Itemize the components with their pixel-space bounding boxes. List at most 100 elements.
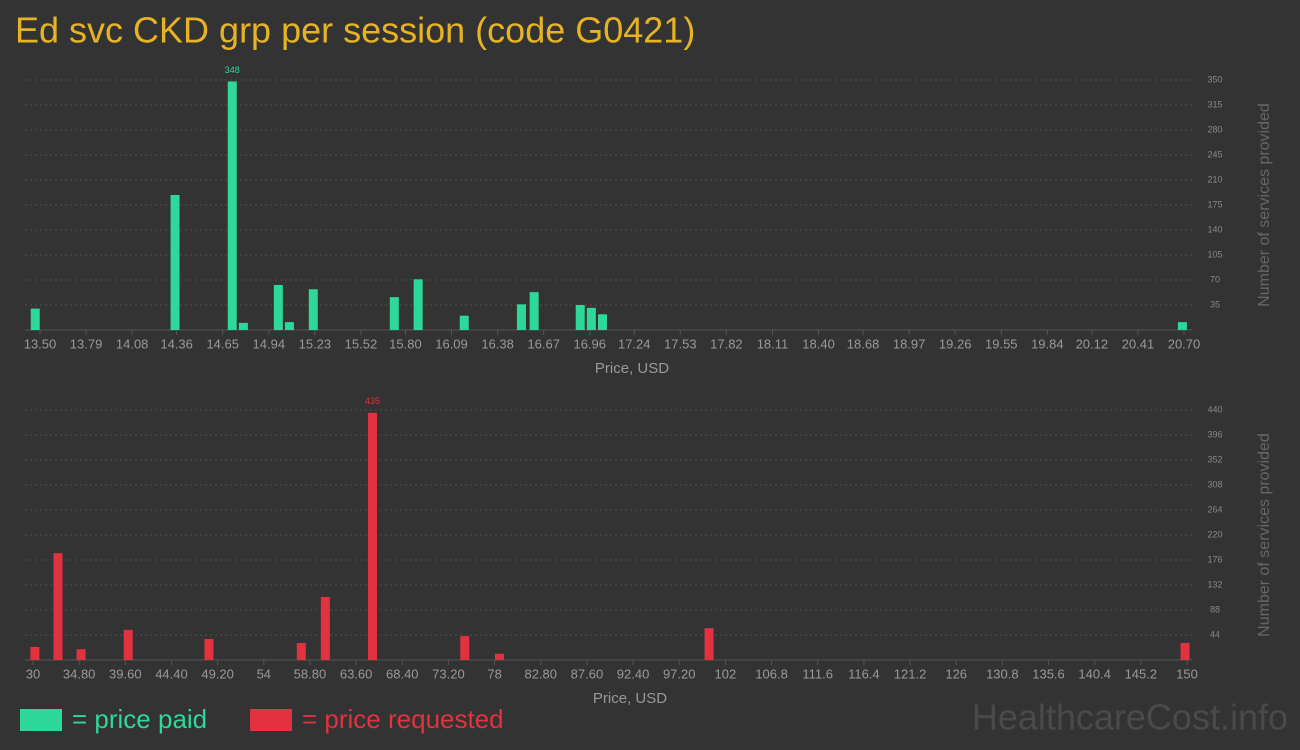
x-tick-label: 16.09	[435, 336, 468, 351]
bar	[389, 297, 399, 330]
x-tick-label: 39.60	[109, 666, 142, 681]
y-tick-label: 280	[1207, 124, 1222, 134]
x-tick-label: 17.82	[710, 336, 743, 351]
x-tick-label: 130.8	[986, 666, 1019, 681]
x-tick-label: 49.20	[201, 666, 234, 681]
x-tick-label: 20.70	[1168, 336, 1201, 351]
bar	[586, 307, 596, 330]
bar	[308, 289, 318, 330]
value-label: 435	[365, 396, 380, 406]
x-tick-label: 150	[1176, 666, 1198, 681]
x-tick-label: 15.80	[389, 336, 422, 351]
y-tick-label: 70	[1210, 274, 1220, 284]
y-tick-label: 315	[1207, 99, 1222, 109]
x-tick-label: 145.2	[1125, 666, 1158, 681]
bar	[296, 642, 306, 660]
y-tick-label: 132	[1207, 579, 1222, 589]
y-tick-label: 352	[1207, 454, 1222, 464]
y-tick-label: 220	[1207, 529, 1222, 539]
bar	[494, 653, 504, 660]
x-tick-label: 68.40	[386, 666, 419, 681]
bar	[1180, 642, 1190, 660]
x-tick-label: 19.84	[1031, 336, 1064, 351]
bar	[30, 308, 40, 330]
x-tick-label: 16.67	[527, 336, 560, 351]
watermark: HealthcareCost.info	[972, 697, 1288, 738]
bar	[227, 81, 237, 330]
bar	[459, 315, 469, 330]
bar	[238, 322, 248, 330]
y-tick-label: 308	[1207, 479, 1222, 489]
bar	[30, 646, 40, 660]
x-tick-label: 73.20	[432, 666, 465, 681]
bar	[204, 638, 214, 660]
x-tick-label: 102	[715, 666, 737, 681]
x-tick-label: 63.60	[340, 666, 373, 681]
x-tick-label: 14.08	[116, 336, 149, 351]
x-tick-label: 87.60	[571, 666, 604, 681]
bar	[53, 553, 63, 660]
x-tick-label: 18.68	[847, 336, 880, 351]
bar	[575, 305, 585, 330]
value-label: 348	[225, 65, 240, 75]
x-tick-label: 18.40	[802, 336, 835, 351]
y-tick-label: 350	[1207, 74, 1222, 84]
bar	[1177, 322, 1187, 330]
y-tick-label: 396	[1207, 429, 1222, 439]
x-tick-label: 92.40	[617, 666, 650, 681]
y-tick-label: 245	[1207, 149, 1222, 159]
legend-swatch	[20, 709, 62, 731]
y-tick-label: 176	[1207, 554, 1222, 564]
x-axis-label: Price, USD	[595, 360, 669, 377]
bar	[413, 279, 423, 330]
y-tick-label: 105	[1207, 249, 1222, 259]
x-tick-label: 54	[257, 666, 271, 681]
x-tick-label: 126	[945, 666, 967, 681]
bar	[460, 636, 470, 660]
bar	[529, 292, 539, 330]
x-tick-label: 14.36	[160, 336, 193, 351]
x-tick-label: 140.4	[1078, 666, 1111, 681]
legend-swatch	[250, 709, 292, 731]
y-tick-label: 140	[1207, 224, 1222, 234]
y-tick-label: 88	[1210, 604, 1220, 614]
bar	[76, 649, 86, 660]
y-axis-label: Number of services provided	[1256, 433, 1273, 637]
x-tick-label: 13.79	[70, 336, 103, 351]
x-tick-label: 34.80	[63, 666, 96, 681]
x-tick-label: 16.96	[573, 336, 606, 351]
legend-label: = price paid	[72, 704, 207, 734]
x-tick-label: 121.2	[894, 666, 927, 681]
y-tick-label: 175	[1207, 199, 1222, 209]
x-tick-label: 30	[26, 666, 40, 681]
bar	[516, 304, 526, 330]
bar	[284, 322, 294, 330]
x-tick-label: 13.50	[24, 336, 57, 351]
y-axis-label: Number of services provided	[1256, 103, 1273, 307]
x-tick-label: 20.12	[1076, 336, 1109, 351]
bar	[170, 195, 180, 330]
x-tick-label: 17.24	[618, 336, 651, 351]
x-tick-label: 17.53	[664, 336, 697, 351]
x-tick-label: 18.11	[757, 336, 789, 351]
y-tick-label: 264	[1207, 504, 1222, 514]
x-tick-label: 19.26	[939, 336, 972, 351]
legend-label: = price requested	[302, 704, 504, 734]
title: Ed svc CKD grp per session (code G0421)	[15, 10, 695, 51]
x-tick-label: 106.8	[755, 666, 788, 681]
bar	[597, 314, 607, 330]
bar	[273, 285, 283, 330]
x-tick-label: 14.65	[206, 336, 239, 351]
bar	[320, 596, 330, 660]
x-tick-label: 18.97	[893, 336, 926, 351]
y-tick-label: 44	[1210, 629, 1220, 639]
x-tick-label: 20.41	[1122, 336, 1155, 351]
x-tick-label: 82.80	[524, 666, 557, 681]
x-tick-label: 135.6	[1032, 666, 1065, 681]
x-tick-label: 16.38	[481, 336, 514, 351]
x-tick-label: 97.20	[663, 666, 696, 681]
y-tick-label: 35	[1210, 299, 1220, 309]
x-tick-label: 58.80	[294, 666, 327, 681]
x-tick-label: 14.94	[253, 336, 286, 351]
